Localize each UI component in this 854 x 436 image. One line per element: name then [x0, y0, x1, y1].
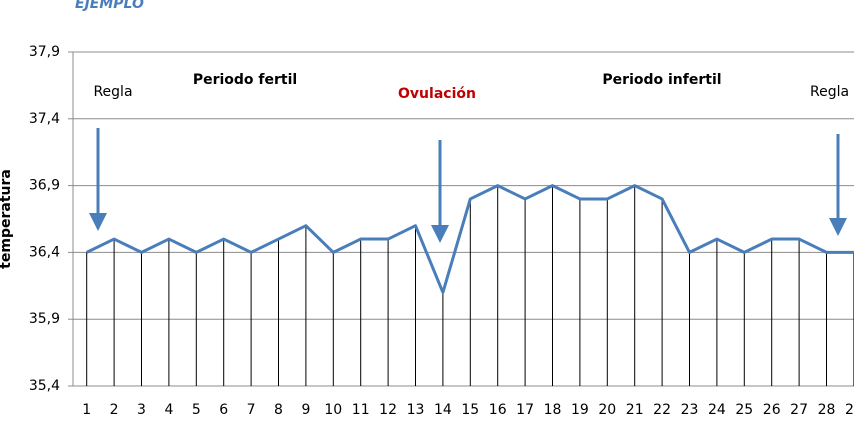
x-tick-label: 12 [379, 402, 397, 418]
x-tick-label: 28 [818, 402, 836, 418]
annotation: Periodo infertil [602, 72, 721, 88]
x-tick-label: 25 [735, 402, 753, 418]
x-tick-label: 23 [681, 402, 699, 418]
annotation: Periodo fertil [193, 72, 297, 88]
y-tick-label: 36,4 [29, 244, 60, 260]
x-tick-label: 29 [845, 402, 854, 418]
y-tick-label: 35,9 [29, 311, 60, 327]
y-tick-label: 37,4 [29, 111, 60, 127]
x-tick-label: 1 [82, 402, 91, 418]
x-tick-label: 11 [352, 402, 370, 418]
annotation: Ovulación [398, 86, 476, 102]
annotation: Regla [810, 84, 849, 100]
x-tick-label: 27 [790, 402, 808, 418]
chart-title: EJEMPLO [75, 0, 144, 12]
x-tick-label: 6 [219, 402, 228, 418]
x-tick-label: 22 [653, 402, 671, 418]
x-tick-label: 16 [489, 402, 507, 418]
x-tick-label: 3 [137, 402, 146, 418]
x-tick-label: 18 [544, 402, 562, 418]
y-tick-label: 37,9 [29, 44, 60, 60]
x-tick-label: 9 [301, 402, 310, 418]
data-line [86, 184, 854, 294]
x-tick-label: 14 [434, 402, 452, 418]
x-tick-label: 21 [626, 402, 644, 418]
x-tick-label: 7 [247, 402, 256, 418]
y-tick-label: 36,9 [29, 178, 60, 194]
y-tick-label: 35,4 [29, 378, 60, 394]
x-tick-label: 5 [192, 402, 201, 418]
y-axis-title: temperatura [0, 169, 14, 269]
x-tick-label: 20 [598, 402, 616, 418]
x-tick-label: 2 [110, 402, 119, 418]
x-tick-label: 13 [407, 402, 425, 418]
x-tick-label: 10 [324, 402, 342, 418]
x-tick-label: 8 [274, 402, 283, 418]
x-tick-label: 4 [164, 402, 173, 418]
x-tick-label: 19 [571, 402, 589, 418]
x-tick-label: 17 [516, 402, 534, 418]
x-tick-label: 15 [461, 402, 479, 418]
x-tick-label: 24 [708, 402, 726, 418]
annotation: Regla [93, 84, 132, 100]
x-tick-label: 26 [763, 402, 781, 418]
